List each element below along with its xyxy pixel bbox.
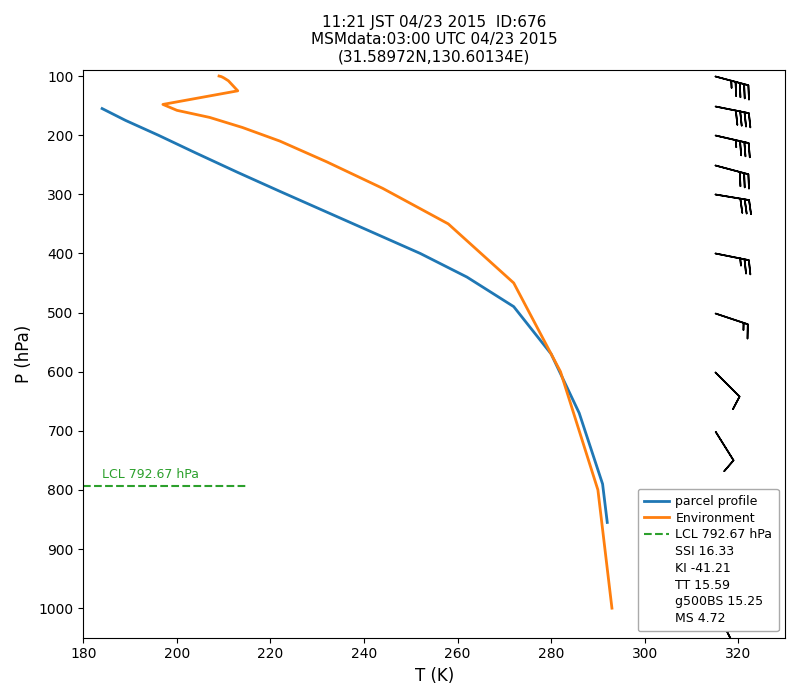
- Environment: [378, 184, 387, 192]
- Environment: [238, 123, 247, 132]
- Environment: [233, 87, 242, 95]
- parcel profile: [369, 228, 378, 237]
- parcel profile: [275, 187, 285, 195]
- Environment: [217, 72, 226, 80]
- LCL 792.67 hPa: [78, 482, 88, 490]
- Environment: [322, 158, 331, 166]
- parcel profile: [233, 168, 242, 176]
- parcel profile: [322, 208, 331, 216]
- Environment: [556, 368, 566, 376]
- Text: LCL 792.67 hPa: LCL 792.67 hPa: [102, 468, 199, 482]
- Environment: [172, 106, 182, 115]
- parcel profile: [121, 116, 130, 125]
- Title: 11:21 JST 04/23 2015  ID:676
MSMdata:03:00 UTC 04/23 2015
(31.58972N,130.60134E): 11:21 JST 04/23 2015 ID:676 MSMdata:03:0…: [311, 15, 558, 65]
- X-axis label: T (K): T (K): [414, 667, 454, 685]
- Environment: [214, 72, 224, 80]
- parcel profile: [509, 302, 518, 311]
- parcel profile: [602, 518, 612, 526]
- Environment: [509, 279, 518, 287]
- Line: Environment: Environment: [163, 76, 612, 608]
- Environment: [158, 100, 168, 108]
- Legend: parcel profile, Environment, LCL 792.67 hPa, SSI 16.33, KI -41.21, TT 15.59, g50: parcel profile, Environment, LCL 792.67 …: [638, 489, 778, 631]
- parcel profile: [191, 148, 201, 157]
- parcel profile: [546, 350, 556, 358]
- Environment: [593, 486, 602, 494]
- parcel profile: [574, 409, 584, 417]
- parcel profile: [154, 131, 163, 139]
- parcel profile: [462, 273, 472, 281]
- parcel profile: [598, 480, 607, 488]
- Y-axis label: P (hPa): P (hPa): [15, 325, 33, 383]
- parcel profile: [98, 104, 107, 113]
- Environment: [205, 113, 214, 122]
- Environment: [275, 137, 285, 146]
- Environment: [607, 604, 617, 612]
- Environment: [223, 76, 233, 85]
- LCL 792.67 hPa: [242, 482, 252, 490]
- Line: parcel profile: parcel profile: [102, 108, 607, 522]
- parcel profile: [415, 249, 425, 258]
- Environment: [219, 74, 229, 82]
- Environment: [443, 220, 453, 228]
